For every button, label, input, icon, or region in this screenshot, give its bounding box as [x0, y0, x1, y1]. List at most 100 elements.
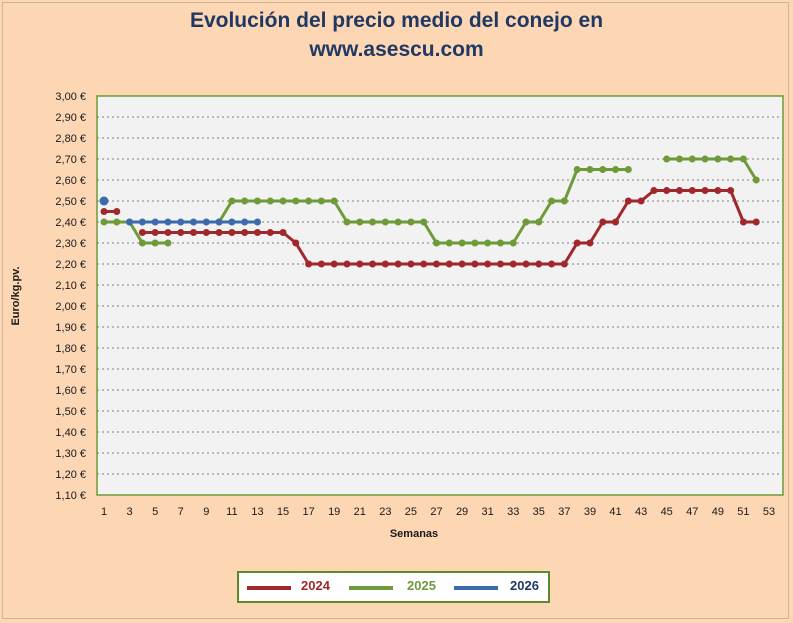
data-point-2025 — [292, 197, 300, 205]
y-tick-label: 1,50 € — [55, 406, 86, 418]
y-tick-label: 1,90 € — [55, 322, 86, 334]
legend-label-2024: 2024 — [301, 578, 330, 593]
data-point-2025 — [560, 197, 568, 205]
data-point-2024 — [177, 229, 185, 236]
data-point-2024 — [752, 218, 760, 226]
data-point-2025 — [714, 155, 722, 163]
y-tick-label: 1,30 € — [55, 448, 86, 460]
data-point-2024 — [612, 218, 620, 226]
y-tick-label: 2,10 € — [55, 280, 86, 292]
data-point-2024 — [714, 187, 722, 194]
legend-label-2026: 2026 — [510, 578, 539, 593]
data-point-2024 — [637, 197, 645, 205]
y-tick-label: 2,80 € — [55, 133, 86, 145]
legend-swatch-2026 — [454, 586, 498, 590]
data-point-2026 — [241, 218, 249, 226]
data-point-2024 — [420, 260, 428, 268]
data-point-2025 — [266, 197, 274, 205]
plot-area — [96, 95, 784, 496]
data-point-2025 — [675, 155, 683, 163]
chart-title-line-2: www.asescu.com — [309, 38, 484, 61]
legend-swatch-2025 — [349, 586, 393, 590]
x-tick-label: 33 — [507, 506, 519, 518]
data-point-2025 — [535, 218, 543, 226]
data-point-2026 — [215, 218, 223, 226]
data-point-2025 — [407, 218, 415, 226]
data-point-2025 — [330, 197, 338, 205]
data-point-2025 — [100, 218, 108, 226]
x-tick-label: 29 — [456, 506, 468, 518]
data-point-2024 — [445, 260, 453, 268]
x-tick-label: 19 — [328, 506, 340, 518]
data-point-2025 — [381, 218, 389, 226]
data-point-2025 — [253, 197, 261, 205]
data-point-2025 — [509, 239, 517, 247]
data-point-2024 — [599, 218, 607, 226]
y-tick-label: 2,90 € — [55, 112, 86, 124]
y-tick-label: 2,40 € — [55, 217, 86, 229]
data-point-2025 — [151, 239, 159, 247]
data-point-2024 — [522, 260, 530, 268]
data-point-2025 — [458, 239, 466, 247]
data-point-2025 — [445, 239, 453, 247]
data-point-2024 — [241, 229, 249, 236]
data-point-2024 — [701, 187, 709, 194]
x-tick-label: 25 — [405, 506, 417, 518]
x-tick-label: 37 — [558, 506, 570, 518]
x-tick-label: 15 — [277, 506, 289, 518]
data-point-2024 — [305, 260, 313, 268]
x-tick-label: 27 — [430, 506, 442, 518]
data-point-2025 — [228, 197, 236, 205]
data-point-2025 — [599, 166, 607, 173]
y-tick-label: 2,50 € — [55, 196, 86, 208]
y-tick-label: 2,20 € — [55, 259, 86, 271]
data-point-2025 — [586, 166, 594, 173]
y-tick-label: 1,60 € — [55, 385, 86, 397]
data-point-2024 — [739, 218, 747, 226]
data-point-2024 — [471, 260, 479, 268]
data-point-2025 — [305, 197, 313, 205]
data-point-2026 — [126, 218, 134, 226]
x-tick-label: 35 — [533, 506, 545, 518]
data-point-2024 — [292, 239, 300, 247]
y-tick-label: 1,10 € — [55, 490, 86, 502]
data-point-2025 — [138, 239, 146, 247]
data-point-2024 — [138, 229, 146, 236]
data-point-2025 — [484, 239, 492, 247]
data-point-2024 — [343, 260, 351, 268]
x-tick-label: 17 — [302, 506, 314, 518]
data-point-2025 — [522, 218, 530, 226]
x-tick-label: 9 — [203, 506, 209, 518]
data-point-2025 — [241, 197, 249, 205]
data-point-2024 — [266, 229, 274, 236]
data-point-2025 — [279, 197, 287, 205]
data-point-2025 — [612, 166, 620, 173]
x-tick-label: 5 — [152, 506, 158, 518]
data-point-2026 — [228, 218, 236, 226]
data-point-2025 — [739, 155, 747, 163]
data-point-2026 — [138, 218, 146, 226]
y-tick-label: 1,80 € — [55, 343, 86, 355]
x-tick-label: 7 — [178, 506, 184, 518]
data-point-2024 — [215, 229, 223, 236]
x-tick-label: 23 — [379, 506, 391, 518]
data-point-2025 — [624, 166, 632, 173]
data-point-2025 — [420, 218, 428, 226]
y-tick-label: 1,70 € — [55, 364, 86, 376]
x-tick-label: 39 — [584, 506, 596, 518]
data-point-2024 — [573, 239, 581, 247]
data-point-2024 — [407, 260, 415, 268]
data-point-2024 — [484, 260, 492, 268]
x-tick-label: 21 — [354, 506, 366, 518]
data-point-2026 — [164, 218, 172, 226]
data-point-2024 — [560, 260, 568, 268]
data-point-2025 — [356, 218, 364, 226]
data-point-2024 — [113, 208, 121, 215]
data-point-2024 — [164, 229, 172, 236]
data-point-2026 — [151, 218, 159, 226]
data-point-2024 — [330, 260, 338, 268]
data-point-2024 — [688, 187, 696, 194]
data-point-2024 — [458, 260, 466, 268]
data-point-2024 — [586, 239, 594, 247]
series-2024 — [100, 187, 760, 268]
